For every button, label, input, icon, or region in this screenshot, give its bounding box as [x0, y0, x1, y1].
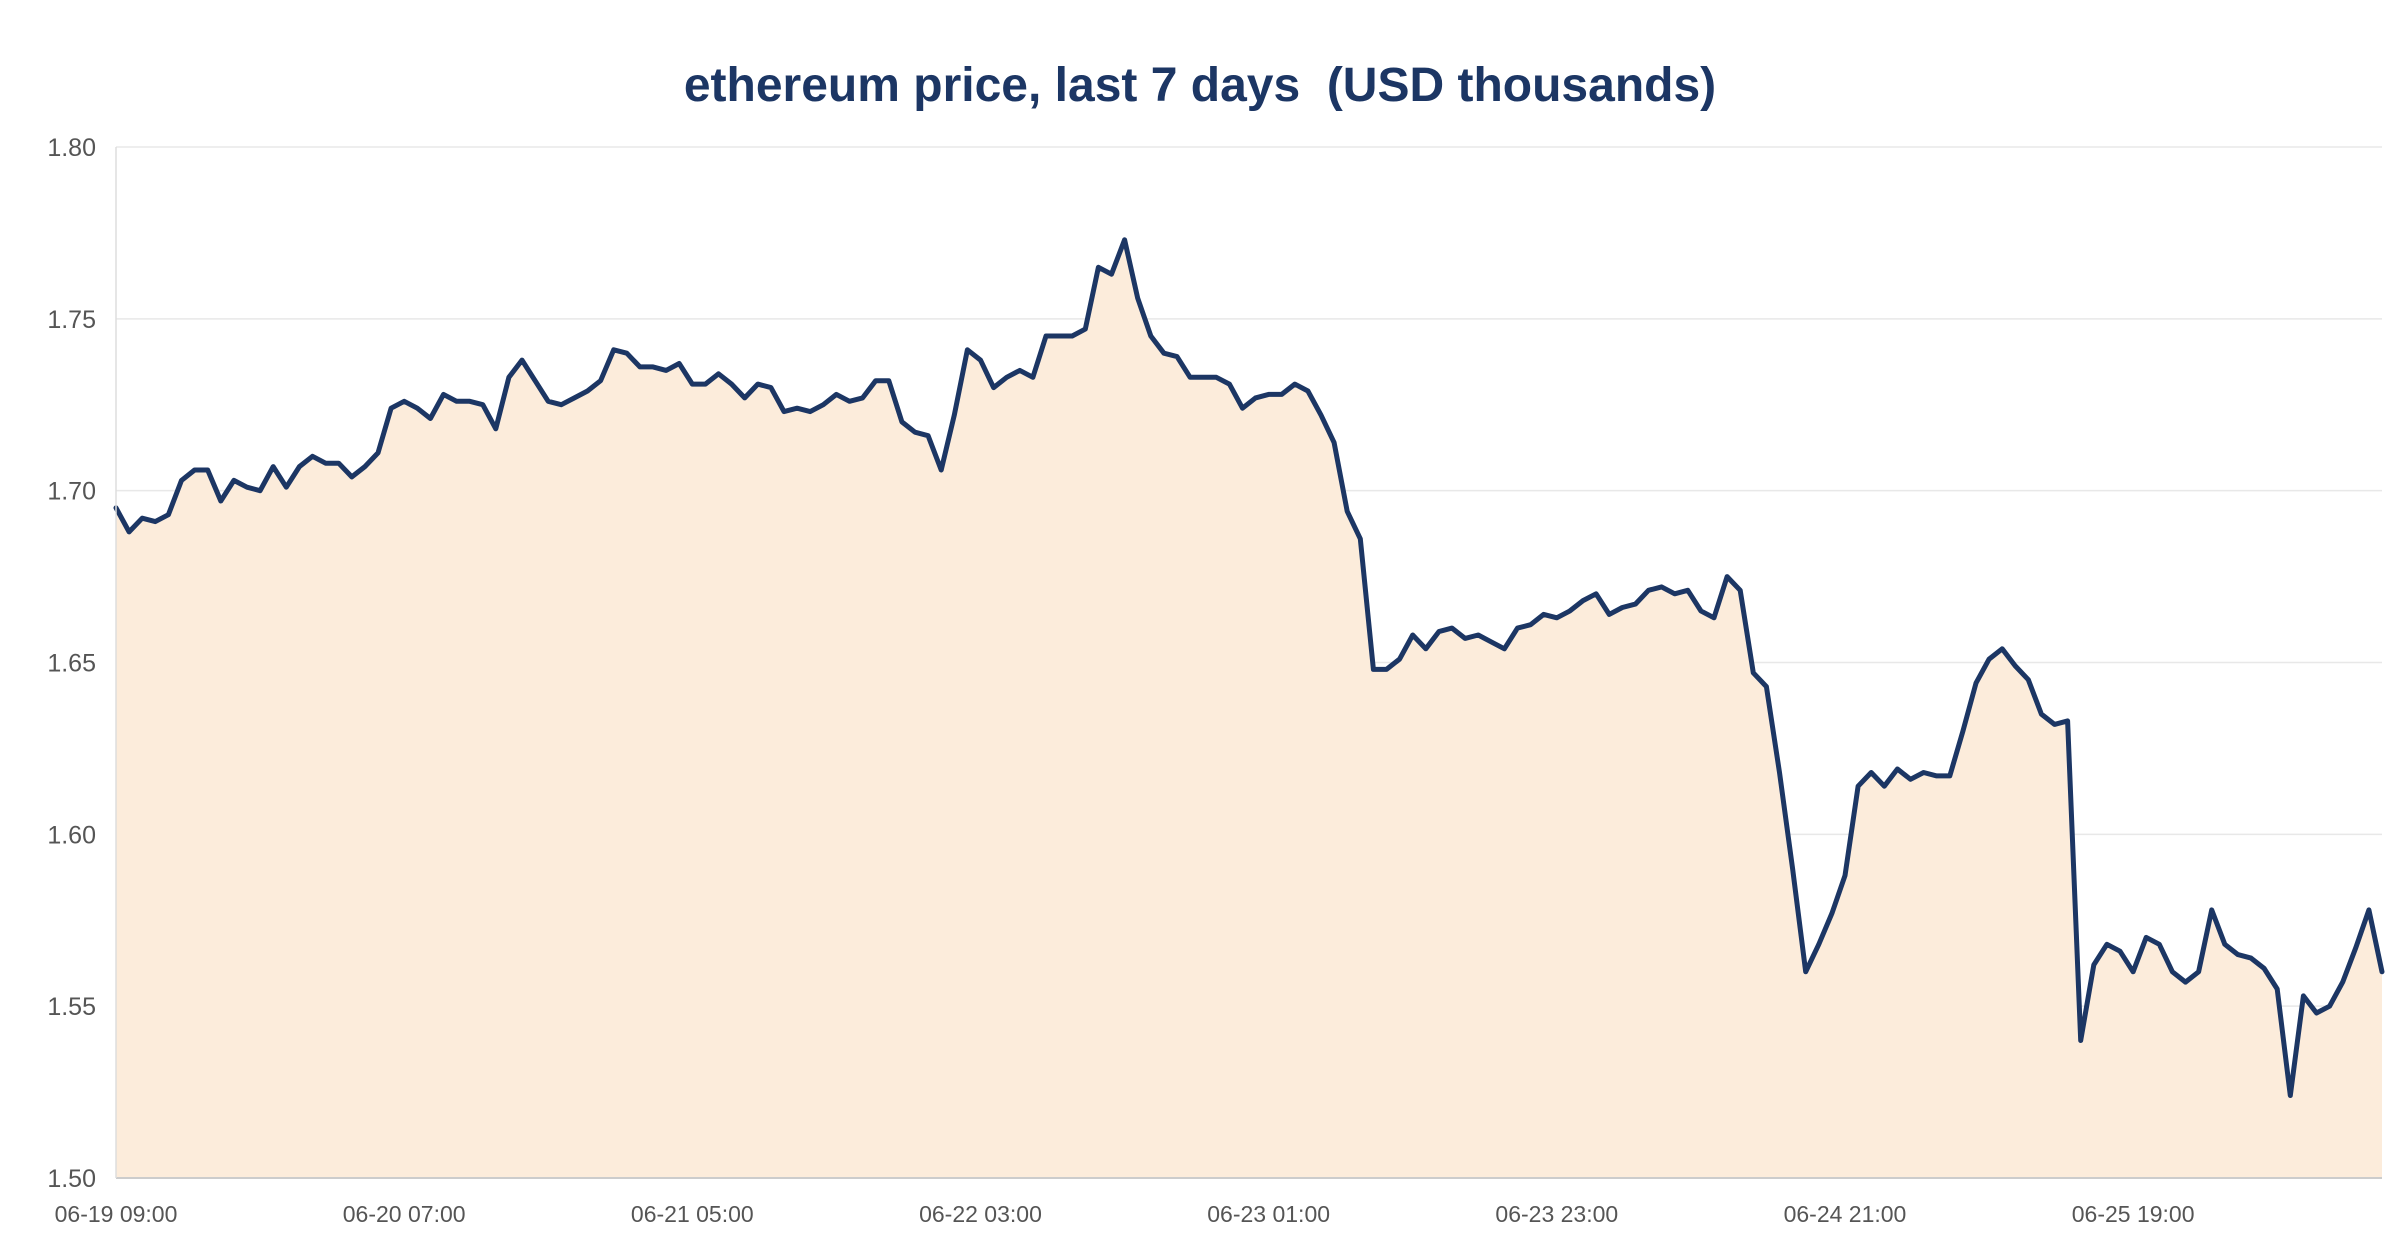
x-tick-label: 06-20 07:00 [343, 1201, 466, 1227]
y-tick-label: 1.70 [47, 478, 96, 506]
y-tick-label: 1.75 [47, 306, 96, 334]
x-tick-label: 06-23 23:00 [1495, 1201, 1618, 1227]
price-line [113, 237, 2385, 1098]
y-tick-label: 1.55 [47, 993, 96, 1021]
y-tick-label: 1.60 [47, 821, 96, 849]
x-tick-label: 06-22 03:00 [919, 1201, 1042, 1227]
y-tick-label: 1.80 [47, 134, 96, 162]
x-tick-label: 06-19 09:00 [55, 1201, 178, 1227]
x-tick-label: 06-25 19:00 [2072, 1201, 2195, 1227]
y-tick-label: 1.65 [47, 650, 96, 678]
x-tick-label: 06-21 05:00 [631, 1201, 754, 1227]
x-tick-labels: 06-19 09:00 06-20 07:00 06-21 05:00 06-22 0… [55, 1201, 2195, 1227]
x-tick-label: 06-24 21:00 [1784, 1201, 1907, 1227]
price-area-fill [116, 239, 2382, 1179]
y-tick-labels: 1.50 1.55 1.60 1.65 1.70 1.75 1.80 [47, 134, 96, 1193]
chart-title: ethereum price, last 7 days (USD thousan… [683, 59, 1717, 112]
y-tick-label: 1.50 [47, 1165, 96, 1193]
x-tick-label: 06-23 01:00 [1207, 1201, 1330, 1227]
